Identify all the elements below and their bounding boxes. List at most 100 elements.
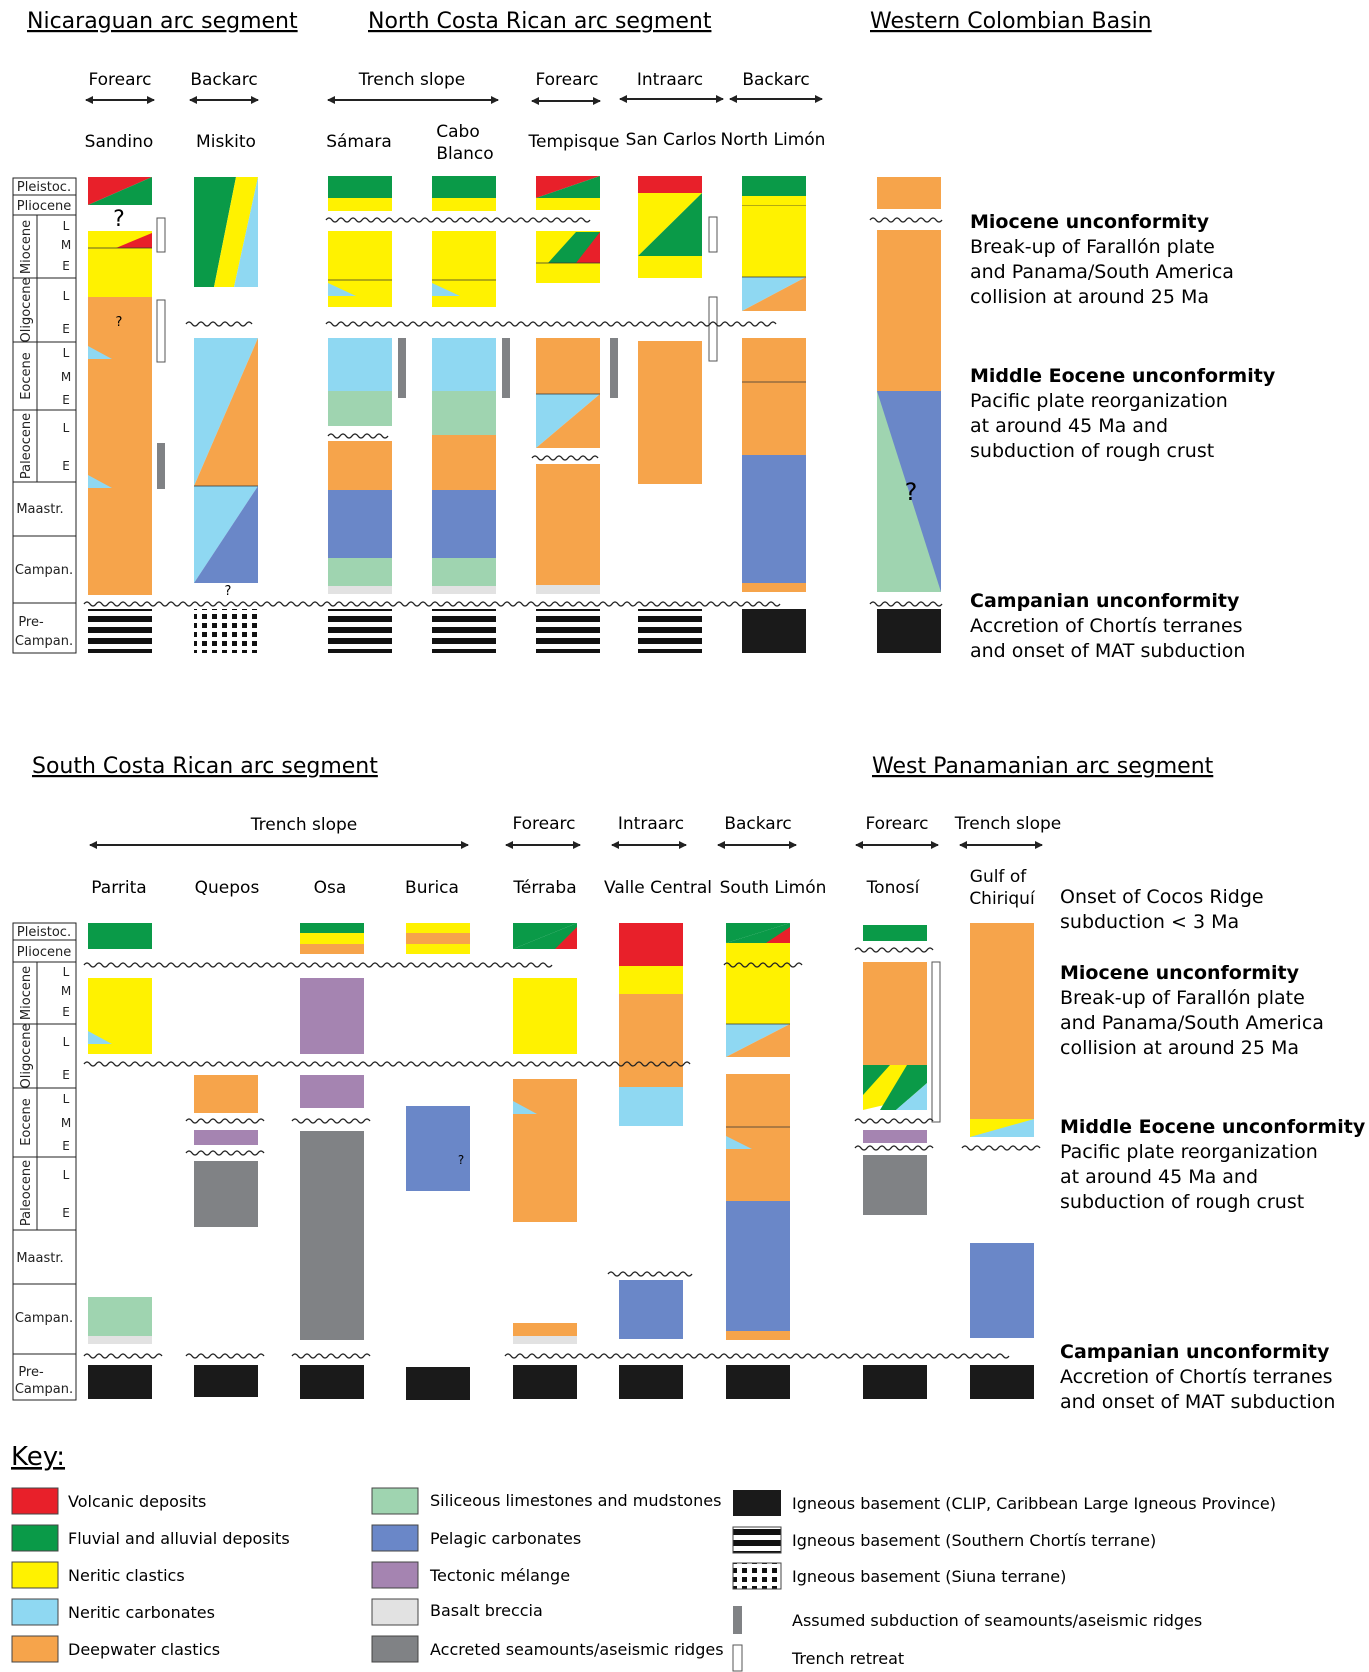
age-label: Pre- <box>18 615 44 630</box>
age-label: Paleocene <box>19 1160 34 1226</box>
unconformity-line <box>723 962 803 968</box>
top-panel: Nicaraguan arc segment North Costa Rican… <box>12 9 1276 662</box>
sub-label: E <box>62 1005 70 1019</box>
column-gulf-of-chiriqui <box>970 923 1034 1399</box>
setting-label: Backarc <box>742 70 809 90</box>
legend-label: Igneous basement (Southern Chortís terra… <box>792 1531 1156 1550</box>
legend: Key: Volcanic deposits Fluvial and alluv… <box>11 1442 1276 1672</box>
legend-label: Igneous basement (CLIP, Caribbean Large … <box>792 1494 1276 1513</box>
seamount-subduction-bar <box>398 338 406 398</box>
unconformity-lines <box>83 217 943 607</box>
column-valle-central <box>619 923 683 1399</box>
age-label: Oligocene <box>19 277 34 342</box>
unconformity-line <box>291 1353 371 1359</box>
legend-label: Pelagic carbonates <box>430 1529 581 1548</box>
unconformity-line <box>869 601 943 607</box>
segment-title-north-costa-rica: North Costa Rican arc segment <box>368 9 712 34</box>
event-title: Miocene unconformity <box>970 211 1210 233</box>
setting-label: Forearc <box>865 814 928 834</box>
unconformity-line <box>185 321 253 327</box>
column-western-colombian-basin: ? <box>877 177 941 653</box>
unconformity-line <box>291 1118 371 1124</box>
legend-item-clip: Igneous basement (CLIP, Caribbean Large … <box>733 1490 1276 1516</box>
age-label: Eocene <box>19 352 34 400</box>
setting-label: Intraarc <box>618 814 684 834</box>
legend-label: Siliceous limestones and mudstones <box>430 1491 721 1510</box>
setting-label: Forearc <box>535 70 598 90</box>
column-name: Chiriquí <box>969 889 1036 909</box>
question-mark: ? <box>905 478 918 506</box>
legend-item-fluvial: Fluvial and alluvial deposits <box>11 1524 290 1552</box>
unconformity-line <box>83 1353 163 1359</box>
unconformity-line <box>607 1271 693 1277</box>
unconformity-line <box>83 962 553 968</box>
seamount-subduction-bar <box>157 443 165 489</box>
sub-label: L <box>63 346 70 360</box>
event-title: Middle Eocene unconformity <box>1060 1116 1366 1138</box>
sub-label: L <box>63 965 70 979</box>
trench-retreat-bar <box>931 961 941 1123</box>
sub-label: E <box>62 259 70 273</box>
age-label: Miocene <box>19 966 34 1020</box>
legend-item-siuna: Igneous basement (Siuna terrane) <box>732 1562 1066 1590</box>
column-name: San Carlos <box>626 130 717 150</box>
legend-item-pelagic: Pelagic carbonates <box>371 1524 581 1552</box>
age-label: Miocene <box>19 220 34 274</box>
event-title: Miocene unconformity <box>1060 962 1300 984</box>
legend-label: Volcanic deposits <box>68 1492 206 1511</box>
event-line: Onset of Cocos Ridge <box>1060 886 1264 908</box>
column-miskito: ? <box>194 177 258 653</box>
column-burica: ? <box>406 923 470 1400</box>
unconformity-line <box>504 1353 1010 1359</box>
column-name: South Limón <box>720 878 827 898</box>
segment-title-western-colombian: Western Colombian Basin <box>870 9 1152 34</box>
column-name: Térraba <box>512 878 576 898</box>
legend-item-seamount-bar: Assumed subduction of seamounts/aseismic… <box>733 1606 1202 1634</box>
event-line: Pacific plate reorganization <box>970 390 1228 412</box>
unconformity-line <box>185 1353 265 1359</box>
column-san-carlos <box>638 176 718 653</box>
column-name: Gulf of <box>970 867 1027 887</box>
column-name: Tonosí <box>866 878 921 898</box>
sub-label: E <box>62 322 70 336</box>
event-line: and Panama/South America <box>970 261 1234 283</box>
legend-item-siliceous: Siliceous limestones and mudstones <box>371 1487 721 1515</box>
legend-item-basalt-breccia: Basalt breccia <box>371 1598 543 1626</box>
legend-label: Tectonic mélange <box>429 1566 570 1585</box>
setting-label: Forearc <box>88 70 151 90</box>
age-label: Eocene <box>19 1098 34 1146</box>
legend-item-seamounts: Accreted seamounts/aseismic ridges <box>371 1635 724 1663</box>
column-name: Miskito <box>196 132 256 152</box>
unconformity-line <box>869 217 943 223</box>
event-line: collision at around 25 Ma <box>970 286 1209 308</box>
bottom-panel: South Costa Rican arc segment West Panam… <box>12 754 1366 1413</box>
column-terraba <box>513 923 577 1399</box>
legend-item-trench-bar: Trench retreat <box>732 1644 904 1672</box>
legend-label: Basalt breccia <box>430 1601 543 1620</box>
sub-label: L <box>63 289 70 303</box>
legend-label: Neritic clastics <box>68 1566 185 1585</box>
setting-label: Trench slope <box>250 815 358 835</box>
sub-label: M <box>61 238 71 252</box>
seamount-subduction-bar <box>610 338 618 398</box>
event-line: collision at around 25 Ma <box>1060 1037 1299 1059</box>
column-name: Cabo <box>436 122 479 142</box>
column-north-limon <box>742 176 806 653</box>
sub-label: E <box>62 1068 70 1082</box>
seamount-subduction-bar <box>502 338 510 398</box>
event-line: Break-up of Farallón plate <box>970 236 1215 258</box>
event-annotations-top: Miocene unconformity Break-up of Faralló… <box>970 211 1276 662</box>
segment-title-nicaraguan: Nicaraguan arc segment <box>27 9 298 34</box>
sub-label: E <box>62 393 70 407</box>
age-scale: Pleistoc. Pliocene Miocene Oligocene Eoc… <box>12 177 77 654</box>
unconformity-line <box>854 947 934 953</box>
trench-retreat-bar <box>708 296 718 362</box>
column-name: Parrita <box>91 878 146 898</box>
age-label: Campan. <box>15 1311 73 1326</box>
question-mark: ? <box>225 584 232 599</box>
column-tonosi <box>863 925 941 1399</box>
column-name: Tempisque <box>528 132 620 152</box>
event-line: Break-up of Farallón plate <box>1060 987 1305 1009</box>
event-annotations-bottom: Onset of Cocos Ridge subduction < 3 Ma M… <box>1060 886 1366 1413</box>
